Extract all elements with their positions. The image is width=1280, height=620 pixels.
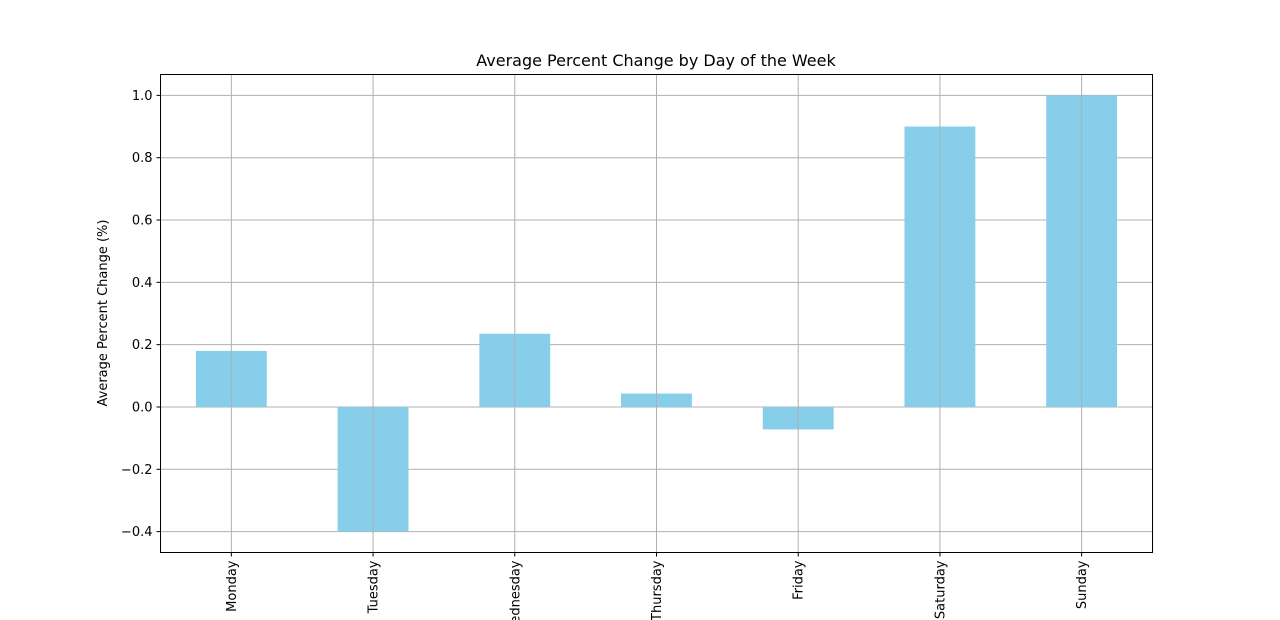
y-tick-label: −0.4 [121,525,153,540]
x-tick-label: Tuesday [367,560,382,614]
y-tick-label: 0.4 [132,276,153,291]
x-axis-ticks: Monday Tuesday Wednesday Thursday Friday Satu… [225,552,1090,620]
y-axis-label: Average Percent Change (%) [96,220,111,407]
chart-title: Average Percent Change by Day of the Wee… [476,51,836,70]
y-tick-label: 0.6 [132,214,153,229]
bars-layer [195,95,1118,532]
y-tick-label: 0.2 [132,338,153,353]
grid-layer [160,74,1153,553]
plot-frame [160,74,1153,553]
x-tick-label: Monday [225,560,240,612]
x-tick-label: Sunday [1075,560,1090,609]
x-tick-label: Friday [792,560,807,600]
y-axis-ticks: −0.4 −0.2 0.0 0.2 0.4 0.6 0.8 1.0 [121,89,161,540]
y-tick-label: 1.0 [132,89,153,104]
x-tick-label: Thursday [650,560,665,620]
x-tick-label: Wednesday [508,560,523,620]
x-tick-label: Saturday [933,560,948,619]
y-tick-label: −0.2 [121,463,153,478]
y-tick-label: 0.8 [132,151,153,166]
y-tick-label: 0.0 [132,400,153,415]
